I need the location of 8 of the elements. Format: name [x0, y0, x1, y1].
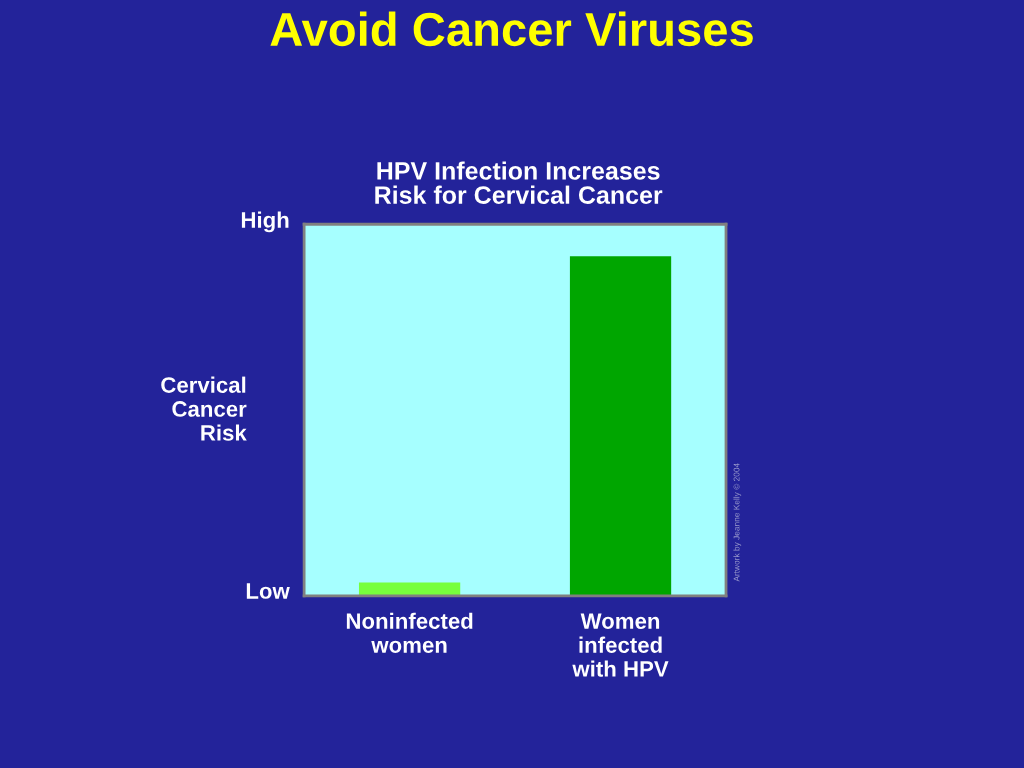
text: Low: [246, 583, 290, 599]
chart-subtitle: HPV Infection Increases Risk for Cervical Cancer: [375, 161, 663, 204]
x-tick-label: Women infected with HPV: [572, 613, 669, 677]
chart-title: Avoid Cancer Viruses: [270, 11, 753, 47]
x-tick-label: Noninfected women: [346, 612, 473, 653]
text: Artwork by Jeanne Kelly © 2004: [733, 463, 742, 582]
y-axis-title: Cervical Cancer Risk: [161, 376, 247, 441]
text: High: [241, 211, 289, 233]
